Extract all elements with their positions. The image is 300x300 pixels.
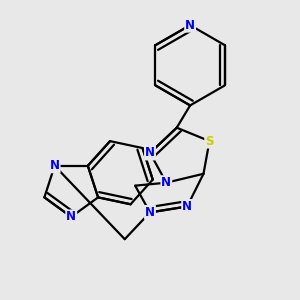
Text: N: N bbox=[145, 146, 155, 160]
Text: N: N bbox=[161, 176, 171, 189]
Text: N: N bbox=[145, 206, 155, 219]
Text: S: S bbox=[205, 135, 214, 148]
Text: N: N bbox=[66, 210, 76, 224]
Text: N: N bbox=[185, 19, 195, 32]
Text: N: N bbox=[50, 159, 60, 172]
Text: N: N bbox=[182, 200, 192, 213]
